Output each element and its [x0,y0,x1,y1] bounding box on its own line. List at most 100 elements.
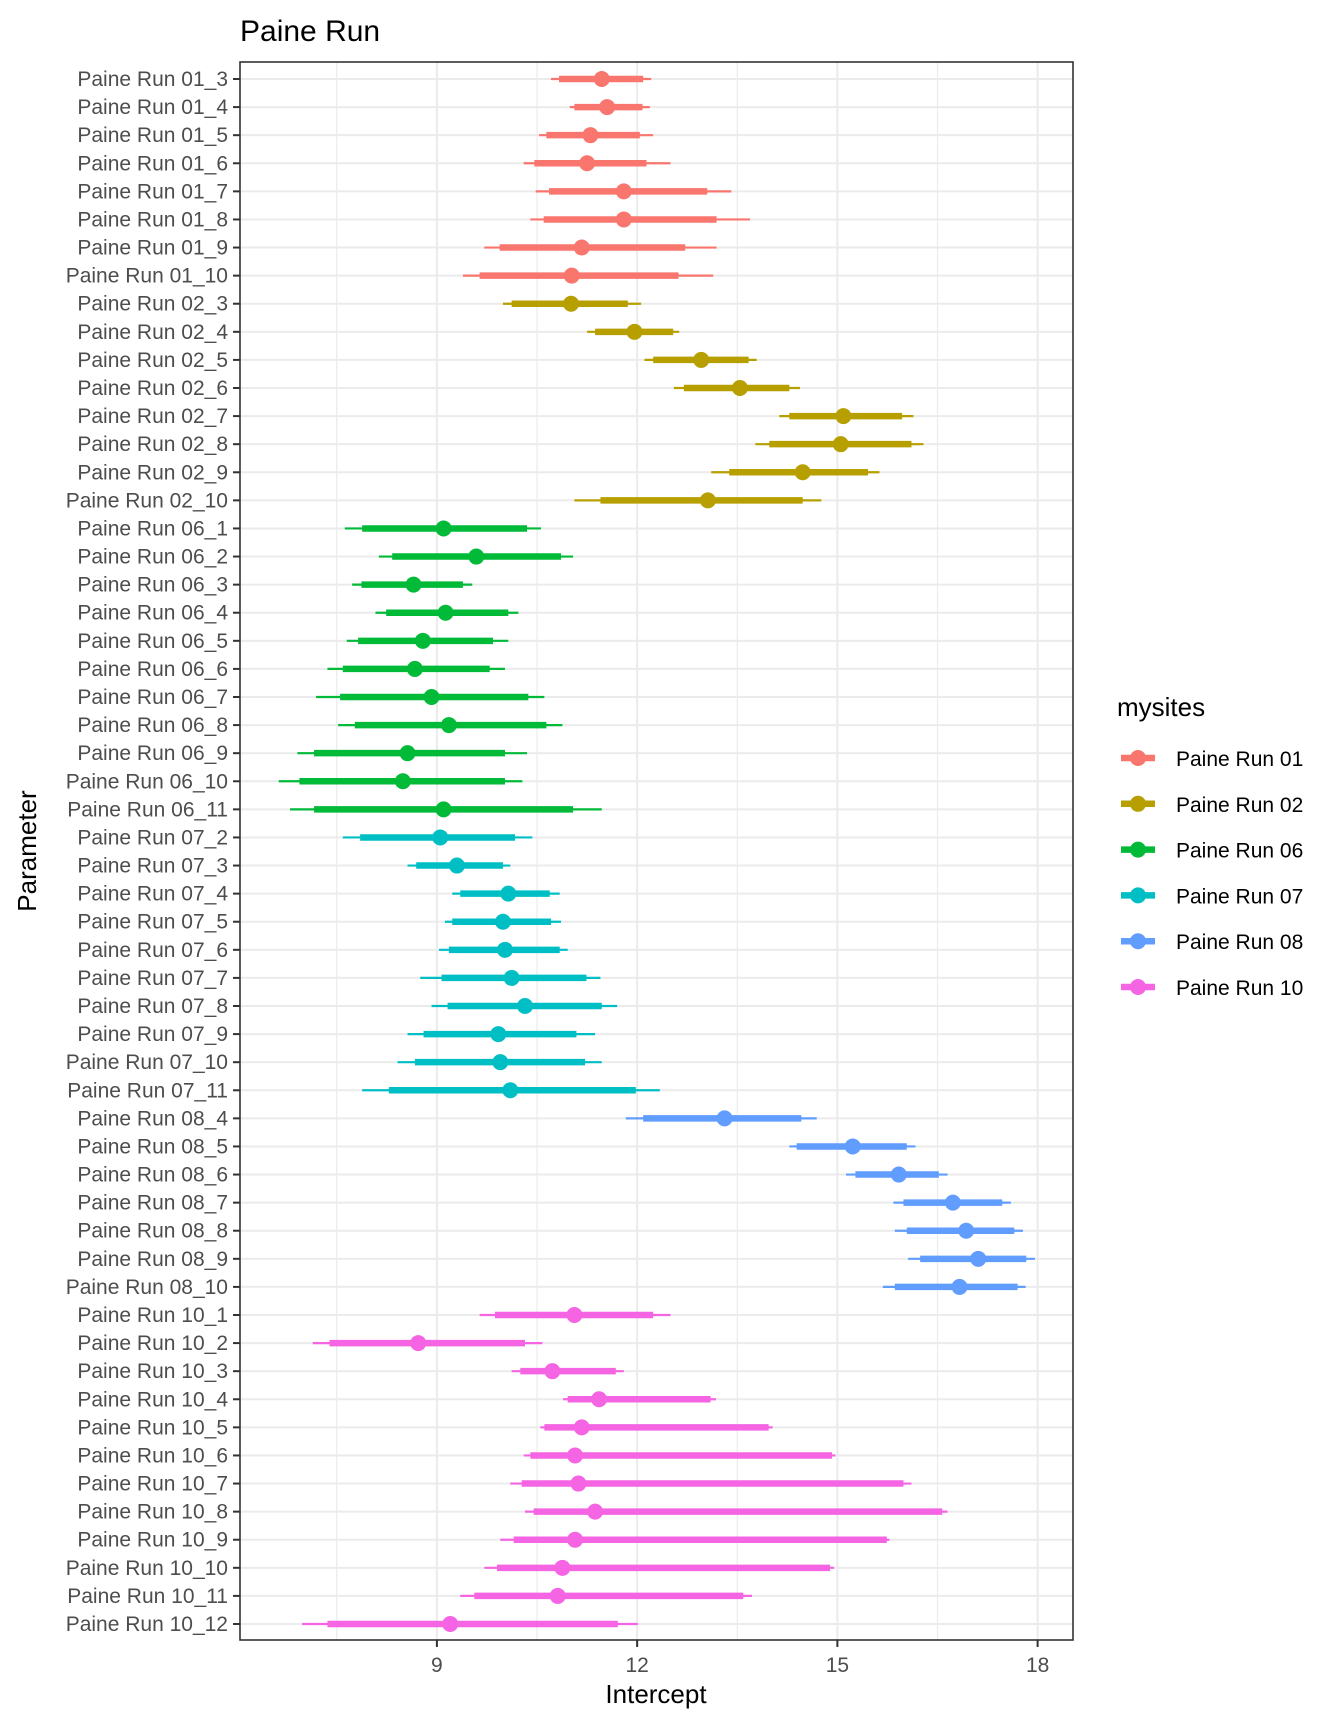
point-estimate [832,436,849,453]
x-tick-label: 9 [431,1654,443,1677]
y-tick-label: Paine Run 10_8 [77,1501,228,1524]
y-tick-label: Paine Run 10_3 [77,1360,228,1383]
legend-label: Paine Run 08 [1176,931,1303,954]
y-tick-label: Paine Run 01_4 [77,96,228,119]
point-estimate [405,576,422,593]
y-tick-label: Paine Run 07_6 [77,939,228,962]
x-tick-label: 18 [1026,1654,1049,1677]
point-estimate [563,267,580,284]
point-estimate [573,239,590,256]
y-tick-label: Paine Run 06_2 [77,546,228,569]
legend-label: Paine Run 10 [1176,977,1303,1000]
point-estimate [615,183,632,200]
point-estimate [591,1391,608,1408]
legend-key-point [1130,841,1146,858]
point-estimate [442,1616,459,1632]
point-estimate [835,408,852,425]
y-tick-label: Paine Run 07_3 [77,855,228,878]
legend-label: Paine Run 02 [1176,794,1303,817]
point-estimate [549,1587,566,1604]
chart-title: Paine Run [240,15,380,48]
y-tick-label: Paine Run 02_6 [77,377,228,400]
legend-key-point [1130,750,1146,766]
x-tick-label: 15 [826,1654,849,1677]
y-tick-label: Paine Run 01_10 [66,265,228,288]
y-tick-label: Paine Run 06_6 [77,658,228,681]
y-tick-label: Paine Run 10_9 [77,1529,228,1552]
point-estimate [570,1475,587,1492]
point-estimate [958,1222,975,1239]
y-tick-label: Paine Run 07_2 [77,826,228,849]
y-tick-label: Paine Run 10_11 [67,1585,228,1608]
point-estimate [406,660,423,677]
grid [240,62,1073,1640]
y-tick-label: Paine Run 08_5 [77,1135,228,1158]
y-tick-label: Paine Run 07_4 [77,883,228,906]
point-estimate [468,548,485,565]
point-estimate [566,1307,583,1323]
y-tick-label: Paine Run 02_4 [77,321,228,344]
point-estimate [970,1250,987,1267]
panel-border [239,61,1074,1641]
y-tick-label: Paine Run 08_4 [77,1107,228,1130]
point-estimate [544,1363,561,1380]
y-axis: Paine Run 01_3 Paine Run 01_4 Paine Run 01… [66,68,240,1636]
point-estimate [423,689,440,705]
legend-key-point [1130,887,1146,904]
y-tick-label: Paine Run 01_9 [77,237,228,260]
y-tick-label: Paine Run 07_9 [77,1023,228,1046]
point-estimate [435,801,452,818]
x-axis: 9 12 15 18 [431,1640,1049,1677]
point-estimate [496,941,513,958]
y-tick-label: Paine Run 02_10 [66,489,228,512]
point-estimate [502,1082,519,1099]
y-tick-label: Paine Run 01_3 [77,68,228,91]
y-tick-label: Paine Run 08_10 [66,1276,228,1299]
point-estimate [567,1531,584,1548]
point-estimate [582,127,599,144]
y-tick-label: Paine Run 10_5 [77,1416,228,1439]
y-tick-label: Paine Run 06_5 [77,630,228,653]
point-estimate [693,351,710,368]
point-estimate [573,1419,590,1436]
y-tick-label: Paine Run 02_7 [77,405,228,428]
y-tick-label: Paine Run 01_8 [77,208,228,231]
y-tick-label: Paine Run 07_8 [77,995,228,1018]
point-estimate [599,99,616,116]
y-tick-label: Paine Run 06_8 [77,714,228,737]
point-estimate [563,295,580,312]
y-tick-label: Paine Run 10_7 [77,1473,228,1496]
point-estimate [414,632,431,649]
legend-key-point [1130,933,1146,950]
y-tick-label: Paine Run 07_10 [66,1051,228,1074]
point-estimate [615,211,632,228]
y-tick-label: Paine Run 06_9 [77,742,228,765]
y-tick-label: Paine Run 06_10 [66,770,228,793]
point-estimate [944,1194,961,1211]
y-tick-label: Paine Run 07_7 [77,967,228,990]
point-estimate [731,380,748,396]
y-tick-label: Paine Run 01_7 [77,180,228,203]
point-estimate [448,857,465,874]
y-tick-label: Paine Run 06_1 [77,517,228,540]
y-tick-label: Paine Run 10_1 [77,1304,228,1327]
y-tick-label: Paine Run 02_9 [77,461,228,484]
point-estimate [794,464,811,481]
marks [278,71,1035,1632]
y-tick-label: Paine Run 06_7 [77,686,228,709]
y-tick-label: Paine Run 01_5 [77,124,228,147]
y-tick-label: Paine Run 06_4 [77,602,228,625]
y-tick-label: Paine Run 08_7 [77,1192,228,1215]
y-tick-label: Paine Run 02_3 [77,293,228,316]
point-estimate [567,1447,584,1464]
y-tick-label: Paine Run 10_12 [66,1613,228,1636]
x-tick-label: 12 [625,1654,648,1677]
legend-label: Paine Run 06 [1176,840,1303,863]
y-tick-label: Paine Run 02_8 [77,433,228,456]
y-tick-label: Paine Run 10_6 [77,1444,228,1467]
point-estimate [844,1138,861,1155]
point-estimate [399,745,416,762]
y-axis-title: Parameter [12,790,42,912]
point-estimate [593,71,610,87]
